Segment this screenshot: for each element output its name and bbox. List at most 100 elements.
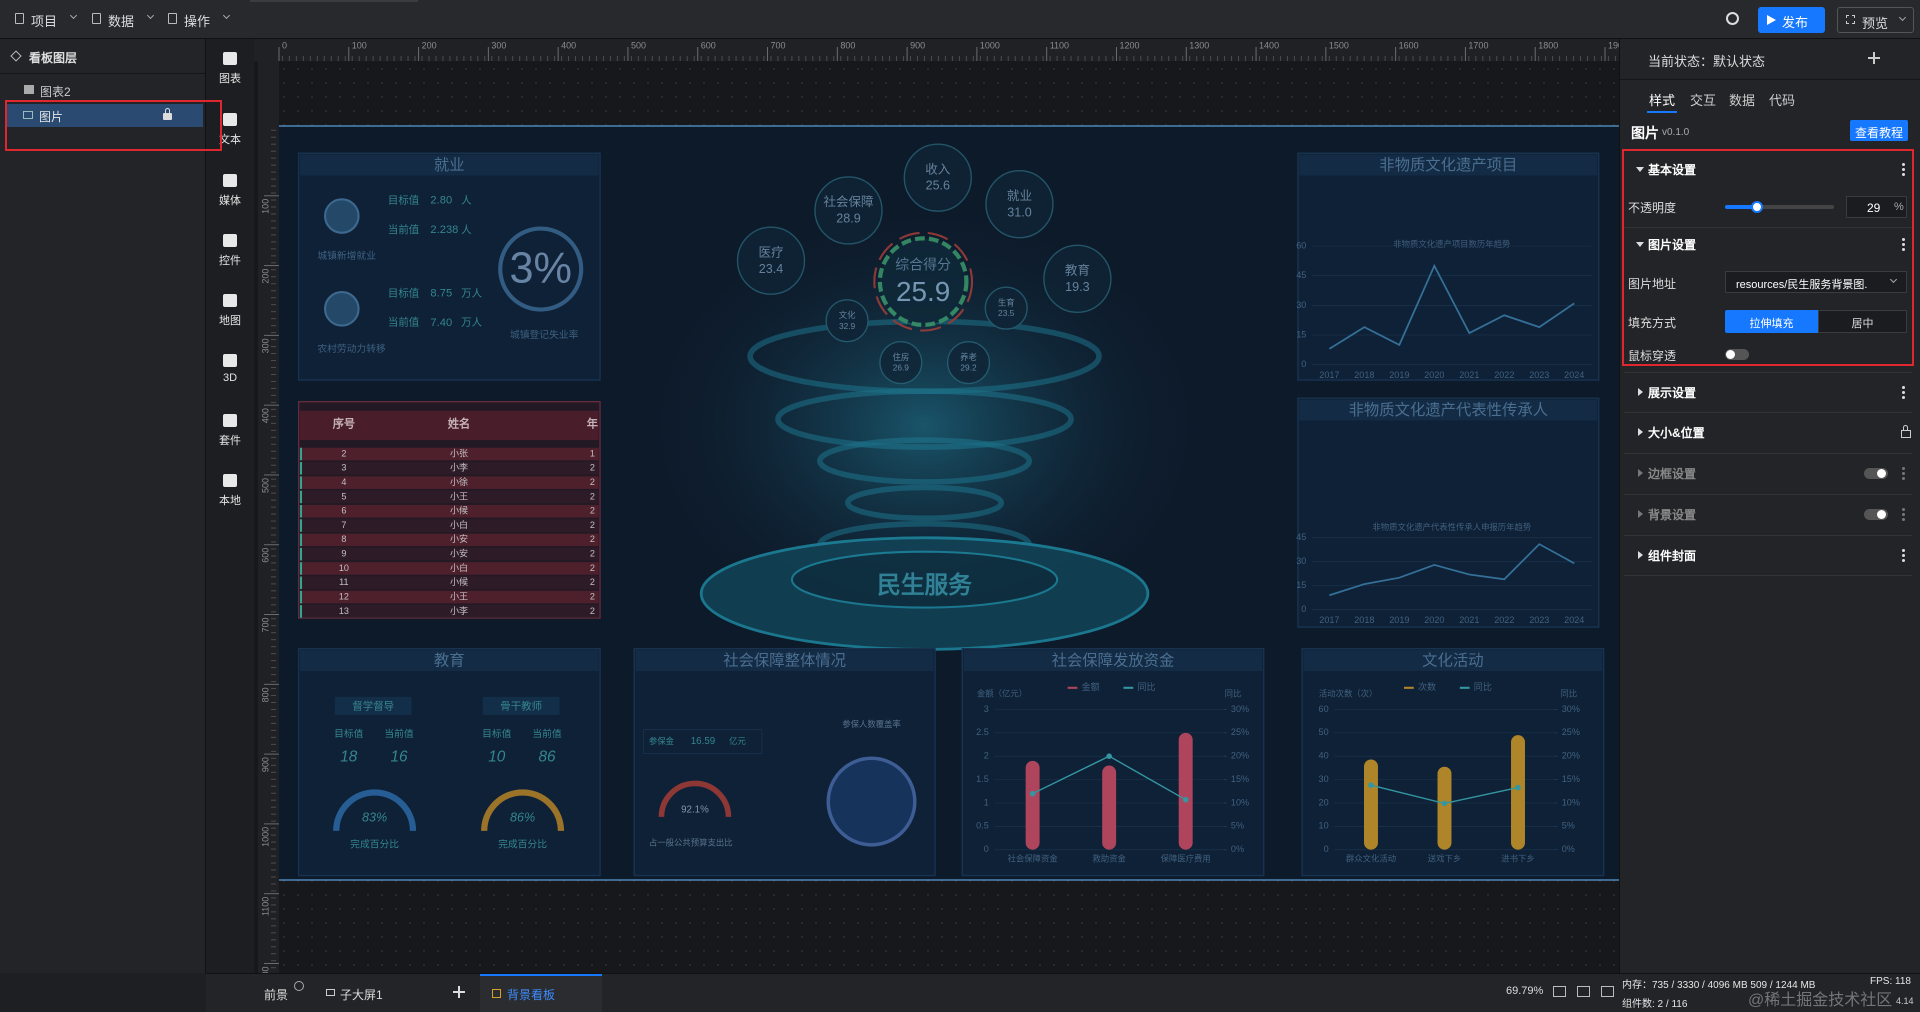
group-value: 10: [488, 749, 506, 766]
section-title[interactable]: 基本设置: [1648, 163, 1697, 177]
amount-box: [642, 729, 763, 754]
indicator-bubble: [946, 340, 991, 385]
menu-button[interactable]: 项目: [15, 8, 91, 30]
x-tick-label: 2022: [1494, 370, 1514, 380]
gauge-arc: [333, 789, 417, 831]
footer-icon[interactable]: [1601, 986, 1614, 997]
footer-icon[interactable]: [1577, 986, 1590, 997]
table-cell: 2: [590, 520, 595, 530]
inspector-tab[interactable]: 样式: [1649, 93, 1676, 108]
more-dot: [1902, 559, 1905, 562]
board-tab[interactable]: 背景看板: [480, 974, 602, 1012]
more-dot: [1902, 396, 1905, 399]
tool-button[interactable]: 地图: [206, 290, 254, 336]
table-cell: 小候: [450, 576, 468, 587]
ruler-label: 1400: [1259, 40, 1279, 50]
tool-button[interactable]: 控件: [206, 230, 254, 276]
section-title[interactable]: 边框设置: [1648, 467, 1697, 481]
ruler-label: 600: [701, 40, 716, 50]
tool-button[interactable]: 本地: [206, 470, 254, 516]
section-title[interactable]: 背景设置: [1648, 508, 1697, 522]
foreground-label[interactable]: 前景: [264, 988, 289, 1002]
more-dot: [1902, 508, 1905, 511]
menu-icon: [168, 13, 177, 24]
ruler-label: 1200: [1119, 40, 1139, 50]
table-cell: 小白: [450, 519, 468, 530]
y-tick-label: 0%: [1231, 844, 1244, 854]
indicator-bubble: [825, 299, 869, 343]
y-tick-label: 25%: [1562, 727, 1580, 737]
footer-icon[interactable]: [1553, 986, 1566, 997]
toggle[interactable]: [1864, 468, 1888, 479]
row-marker: [299, 519, 303, 532]
publish-button[interactable]: 发布: [1758, 7, 1825, 33]
indicator-label: 住房: [892, 352, 909, 362]
section-title[interactable]: 大小&位置: [1648, 426, 1705, 440]
screen-tab[interactable]: 子大屏1: [340, 988, 383, 1002]
inspector-tab[interactable]: 代码: [1769, 93, 1796, 108]
section-title[interactable]: 图片设置: [1648, 238, 1697, 252]
ruler-label: 1600: [1399, 40, 1419, 50]
add-foreground[interactable]: [294, 981, 304, 991]
panel-title: 社会保障整体情况: [723, 651, 846, 669]
collapse-arrow: [1636, 242, 1644, 247]
panel-title: 文化活动: [1422, 651, 1483, 669]
tool-button[interactable]: 图表: [206, 48, 254, 94]
preview-button[interactable]: 预览: [1837, 7, 1914, 33]
tool-button[interactable]: 3D: [206, 350, 254, 396]
stat-unit: 万人: [461, 287, 482, 299]
table-cell: 2: [341, 448, 346, 458]
row-marker: [299, 533, 303, 547]
tool-icon: [223, 174, 237, 187]
ruler-label: 1200: [260, 966, 270, 973]
ruler-h-minor: [279, 39, 1619, 61]
opacity-input[interactable]: 29%: [1846, 196, 1907, 218]
fit-option[interactable]: 居中: [1818, 310, 1907, 333]
slider-knob[interactable]: [1750, 201, 1763, 213]
group-value: 18: [340, 749, 358, 766]
menu-button[interactable]: 数据: [92, 8, 168, 30]
center-ring: [817, 437, 1033, 485]
memory-status: 内存：735 / 3330 / 4096 MB 509 / 1244 MB: [1622, 980, 1816, 991]
tool-button[interactable]: 套件: [206, 410, 254, 456]
tool-button[interactable]: 文本: [206, 109, 254, 155]
y-tick-label: 0: [1301, 604, 1306, 614]
ruler-label: 200: [260, 269, 270, 284]
gauge-label: 完成百分比: [350, 837, 399, 850]
field-label: 鼠标穿透: [1628, 349, 1677, 363]
layer-item[interactable]: 图表2: [0, 79, 205, 101]
rate-label: 城镇登记失业率: [510, 328, 579, 341]
section-title[interactable]: 展示设置: [1648, 386, 1697, 400]
panel-header: [635, 650, 934, 672]
ruler-label: 1000: [260, 827, 270, 847]
row-marker: [299, 605, 303, 618]
fit-option-active[interactable]: 拉伸填充: [1725, 310, 1818, 333]
table-row: [299, 447, 599, 461]
tool-icon: [223, 474, 237, 487]
stat-unit: 万人: [461, 317, 482, 329]
tutorial-button[interactable]: 查看教程: [1850, 120, 1908, 141]
inspector-tab[interactable]: 交互: [1690, 93, 1717, 108]
inspector-tab[interactable]: 数据: [1729, 93, 1756, 108]
ruler-label: 1500: [1329, 40, 1349, 50]
search-icon[interactable]: [1726, 12, 1739, 25]
slider-track[interactable]: [1725, 205, 1834, 209]
toggle[interactable]: [1725, 349, 1749, 360]
amount-unit: 亿元: [729, 736, 746, 746]
tool-label: 媒体: [219, 195, 241, 207]
lock-icon: [1901, 430, 1911, 438]
layer-item-selected[interactable]: 图片: [7, 104, 203, 127]
tool-button[interactable]: 媒体: [206, 170, 254, 216]
indicator-label: 文化: [839, 310, 856, 320]
publish-label: 发布: [1782, 15, 1809, 30]
image-src-select[interactable]: resources/民生服务背景图.: [1725, 271, 1907, 293]
zoom-value[interactable]: 69.79%: [1506, 985, 1544, 997]
indicator-value: 19.3: [1065, 280, 1089, 294]
menu-button[interactable]: 操作: [168, 8, 244, 30]
toggle[interactable]: [1864, 509, 1888, 520]
ruler-label: 800: [840, 40, 855, 50]
indicator-bubble: [985, 169, 1054, 239]
section-title[interactable]: 组件封面: [1648, 549, 1697, 563]
menu-label: 数据: [108, 14, 135, 29]
